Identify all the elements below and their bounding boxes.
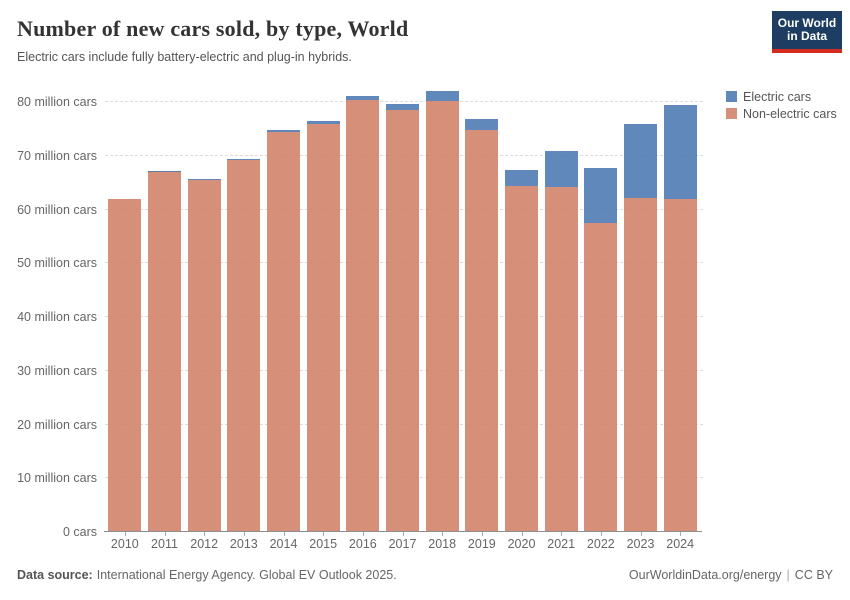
bar-segment-non-electric-cars-2010[interactable] [108, 198, 142, 532]
bar-segment-electric-cars-2019[interactable] [465, 118, 499, 130]
x-axis-tick [164, 532, 166, 536]
data-source: Data source: International Energy Agency.… [17, 568, 397, 582]
legend-label: Non-electric cars [743, 106, 837, 121]
bar-segment-non-electric-cars-2022[interactable] [584, 222, 618, 532]
bar-segment-electric-cars-2020[interactable] [505, 169, 538, 186]
bar-segment-non-electric-cars-2012[interactable] [187, 180, 221, 532]
x-axis-tick [243, 532, 245, 536]
legend-item-electric-cars[interactable]: Electric cars [726, 88, 837, 105]
bar-segment-electric-cars-2013[interactable] [227, 158, 261, 161]
x-axis-tick [680, 532, 682, 536]
bar-segment-non-electric-cars-2023[interactable] [624, 197, 657, 532]
bar-segment-non-electric-cars-2020[interactable] [505, 185, 538, 532]
x-axis-tick-label: 2021 [547, 537, 576, 551]
y-axis-tick-label: 40 million cars [17, 310, 97, 324]
separator: | [786, 568, 790, 582]
bar-segment-electric-cars-2015[interactable] [306, 120, 340, 125]
x-axis-tick-label: 2010 [110, 537, 139, 551]
x-axis-tick-label: 2017 [388, 537, 417, 551]
x-axis-tick-label: 2013 [229, 537, 258, 551]
x-axis-tick [124, 532, 126, 536]
x-axis-tick-label: 2022 [586, 537, 615, 551]
bar-segment-non-electric-cars-2011[interactable] [148, 171, 181, 532]
y-axis-tick-label: 70 million cars [17, 148, 97, 163]
y-axis-tick-label: 0 cars [62, 525, 97, 539]
bar-segment-non-electric-cars-2018[interactable] [425, 101, 459, 532]
legend-item-non-electric-cars[interactable]: Non-electric cars [726, 105, 837, 122]
bar-segment-electric-cars-2021[interactable] [544, 150, 578, 187]
footer-links: OurWorldinData.org/energy | CC BY [629, 568, 833, 582]
x-axis-tick-label: 2024 [666, 537, 695, 551]
bar-segment-electric-cars-2016[interactable] [346, 95, 380, 101]
x-axis-tick-label: 2018 [428, 537, 457, 551]
bar-segment-electric-cars-2024[interactable] [663, 105, 697, 200]
x-axis-tick-label: 2020 [507, 537, 536, 551]
x-axis-tick [481, 532, 483, 536]
bar-segment-non-electric-cars-2014[interactable] [267, 132, 300, 532]
x-axis-tick-label: 2023 [626, 537, 655, 551]
legend: Electric cars Non-electric cars [726, 88, 837, 122]
y-axis-tick-label: 20 million cars [17, 417, 97, 432]
bar-segment-electric-cars-2023[interactable] [624, 123, 657, 198]
legend-label: Electric cars [743, 89, 812, 104]
bar-segment-electric-cars-2022[interactable] [584, 167, 618, 223]
x-axis-tick-label: 2014 [269, 537, 298, 551]
bar-segment-electric-cars-2017[interactable] [386, 103, 419, 111]
y-axis-tick-label: 10 million cars [17, 471, 97, 486]
owid-url-link[interactable]: OurWorldinData.org/energy [628, 568, 782, 582]
page-title: Number of new cars sold, by type, World [17, 16, 409, 41]
x-axis-tick [204, 532, 206, 536]
x-axis-line [104, 531, 702, 532]
x-axis-tick [283, 532, 285, 536]
x-axis-tick-label: 2019 [467, 537, 496, 551]
x-axis-tick-label: 2016 [348, 537, 377, 551]
y-axis-tick-label: 50 million cars [17, 256, 97, 271]
bar-segment-non-electric-cars-2019[interactable] [465, 129, 499, 532]
data-source-label: Data source: [17, 568, 93, 582]
y-axis-tick-label: 80 million cars [17, 95, 97, 109]
bar-segment-non-electric-cars-2021[interactable] [544, 186, 578, 532]
x-axis-tick-label: 2012 [190, 537, 219, 551]
x-axis-tick [521, 532, 523, 536]
x-axis-tick [640, 532, 642, 536]
license-link[interactable]: CC BY [794, 568, 833, 582]
chart-subtitle: Electric cars include fully battery-elec… [17, 50, 352, 64]
y-axis-tick-label: 60 million cars [17, 202, 97, 217]
data-source-text: International Energy Agency. Global EV O… [96, 568, 397, 582]
bar-segment-electric-cars-2014[interactable] [267, 129, 300, 133]
gridline-80 [105, 101, 703, 102]
x-axis-tick [561, 532, 563, 536]
x-axis-tick-label: 2015 [309, 537, 338, 551]
legend-swatch [726, 108, 737, 119]
legend-swatch [726, 91, 737, 102]
owid-logo[interactable]: Our World in Data [772, 11, 842, 53]
x-axis-tick [442, 532, 444, 536]
bar-segment-non-electric-cars-2015[interactable] [306, 124, 340, 532]
x-axis-tick [402, 532, 404, 536]
logo-line1: Our World [777, 16, 837, 30]
logo-line2: in Data [786, 29, 827, 43]
x-axis-tick [323, 532, 325, 536]
bar-segment-non-electric-cars-2016[interactable] [346, 100, 380, 532]
bar-segment-electric-cars-2018[interactable] [425, 90, 459, 102]
y-axis-tick-label: 30 million cars [17, 363, 97, 378]
x-axis-tick-label: 2011 [151, 537, 178, 551]
x-axis-tick [362, 532, 364, 536]
bar-segment-electric-cars-2012[interactable] [187, 179, 221, 181]
bar-segment-non-electric-cars-2017[interactable] [386, 110, 419, 532]
bar-segment-non-electric-cars-2024[interactable] [663, 199, 697, 532]
bar-segment-non-electric-cars-2013[interactable] [227, 160, 261, 532]
x-axis-tick [600, 532, 602, 536]
